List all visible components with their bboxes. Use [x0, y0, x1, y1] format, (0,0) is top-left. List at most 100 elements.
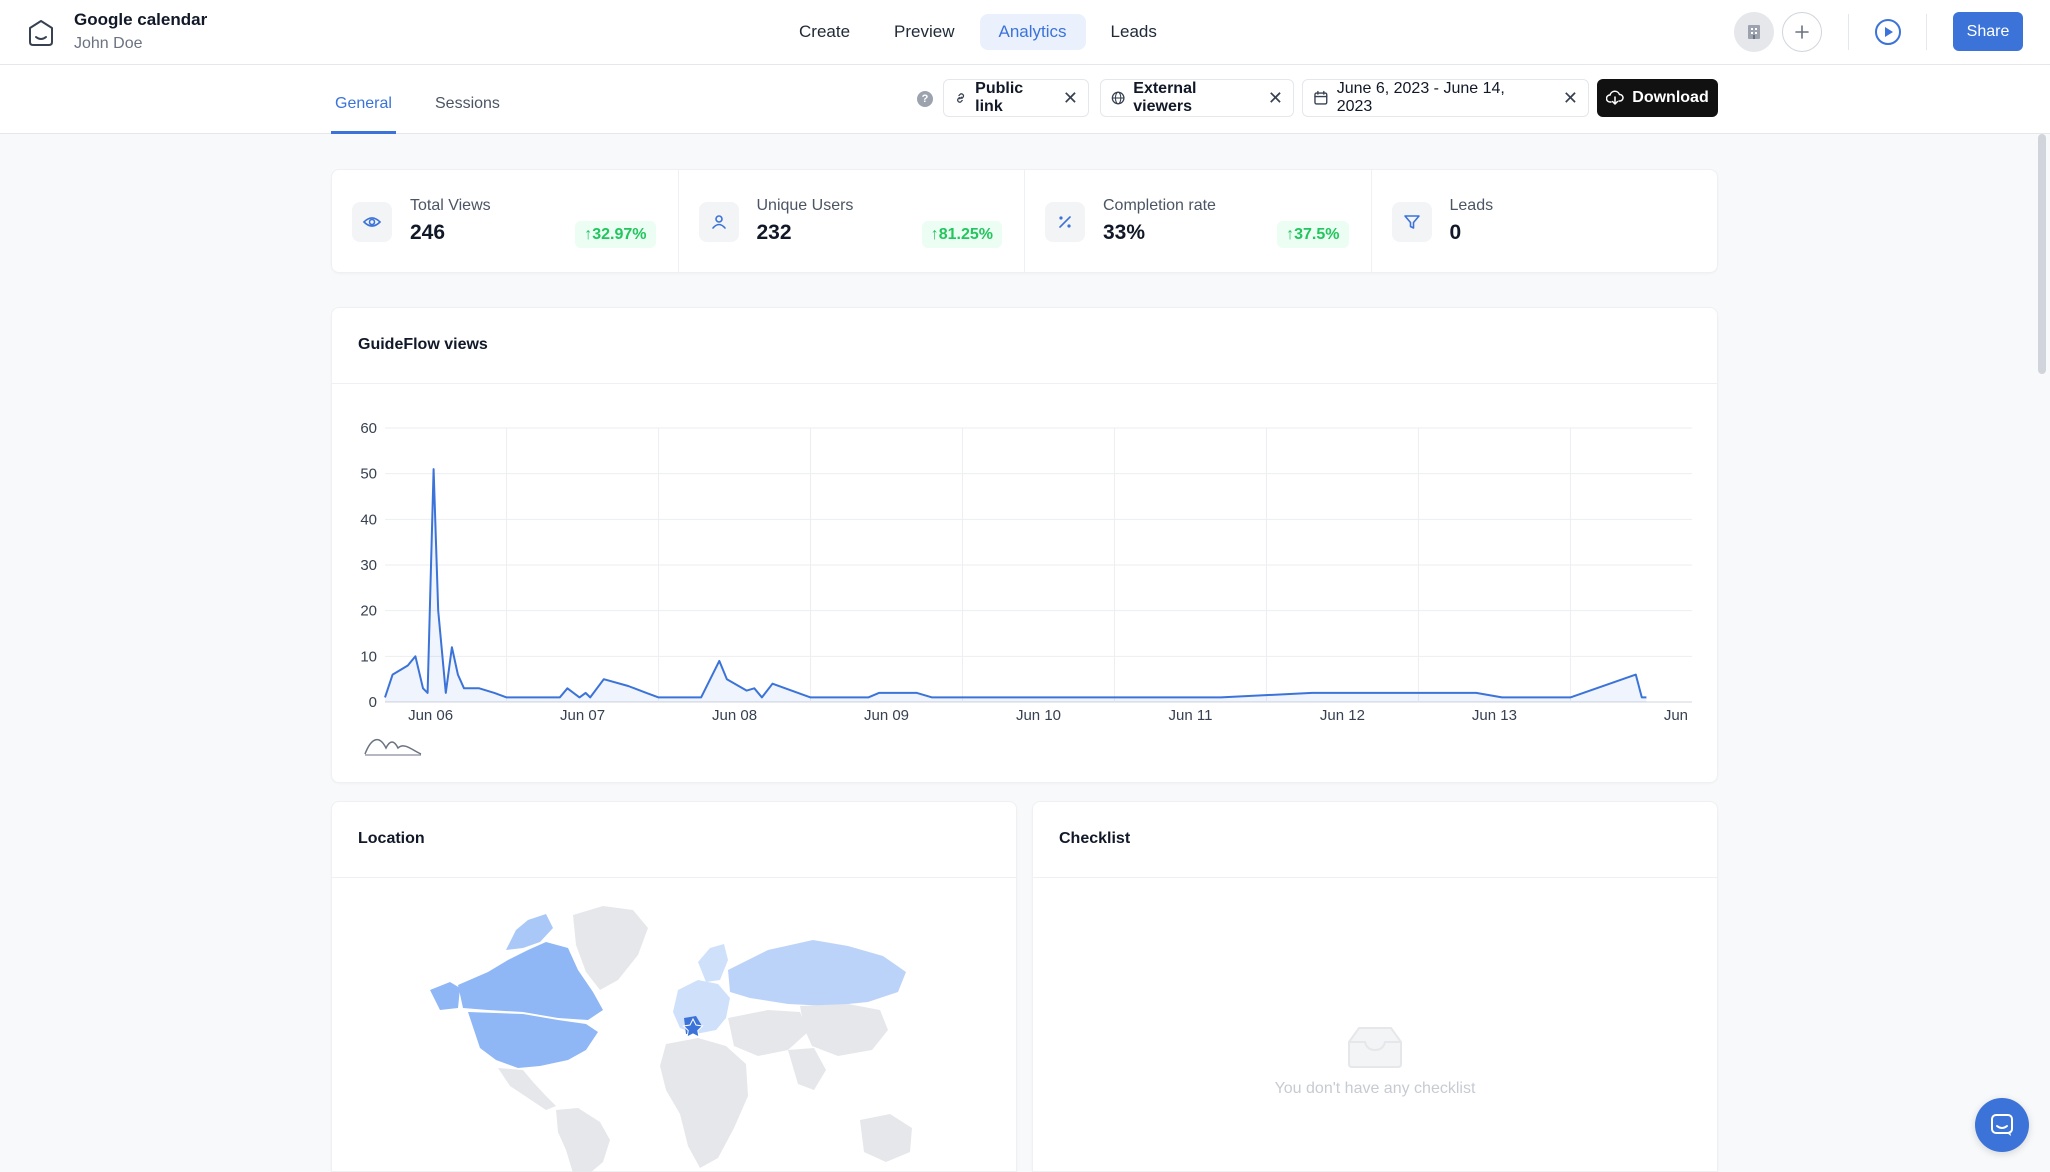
remove-date-range-icon[interactable]: ✕ — [1562, 87, 1578, 108]
active-tab-indicator — [331, 131, 396, 134]
play-button[interactable] — [1873, 17, 1903, 47]
views-line-chart[interactable]: 0 10 20 30 40 50 60 Jun 06 Jun 07 Jun 08 Jun 09 Jun… — [332, 308, 1719, 784]
eye-icon — [362, 217, 382, 227]
chart-brush-icon — [364, 739, 422, 755]
stat-label: Total Views — [410, 197, 491, 214]
map-region-usa — [468, 1012, 598, 1068]
stat-total-views: Total Views 246 ↑32.97% — [332, 170, 679, 272]
map-region-middle-east — [728, 1010, 808, 1056]
y-tick-label: 30 — [360, 557, 377, 574]
x-tick-label: Jun 12 — [1320, 707, 1365, 724]
stats-summary: Total Views 246 ↑32.97% Unique Users 232… — [331, 169, 1718, 273]
stat-change-badge: ↑32.97% — [575, 221, 656, 248]
chat-icon — [1991, 1114, 2013, 1136]
stat-change-badge: ↑37.5% — [1277, 221, 1349, 248]
link-icon — [957, 93, 965, 103]
public-link-filter[interactable]: Public link ✕ — [943, 79, 1089, 117]
download-label: Download — [1632, 89, 1709, 106]
stat-label: Leads — [1449, 197, 1494, 214]
map-region-arctic — [506, 914, 553, 950]
share-button[interactable]: Share — [1953, 12, 2023, 51]
plus-icon — [1795, 25, 1809, 39]
divider — [332, 877, 1016, 878]
map-region-africa — [660, 1038, 748, 1168]
map-region-canada — [458, 942, 603, 1020]
page-scrollbar[interactable] — [2038, 134, 2046, 374]
stat-label: Completion rate — [1103, 197, 1216, 214]
map-region-east-asia — [800, 1004, 888, 1056]
guide-title[interactable]: Google calendar — [74, 10, 208, 29]
checklist-card: Checklist You don't have any checklist — [1032, 801, 1718, 1172]
map-region-india — [788, 1048, 826, 1090]
public-link-label: Public link — [975, 80, 1024, 115]
play-icon — [1875, 19, 1901, 45]
stat-unique-users: Unique Users 232 ↑81.25% — [679, 170, 1025, 272]
y-tick-label: 50 — [360, 466, 377, 483]
map-region-south-america — [556, 1108, 610, 1172]
empty-checklist-text: You don't have any checklist — [1274, 1080, 1476, 1097]
nav-leads[interactable]: Leads — [1110, 22, 1157, 41]
main-nav: Create Preview Analytics Leads — [780, 14, 1176, 50]
arrow-up-icon: ↑ — [1286, 226, 1295, 243]
remove-public-link-icon[interactable]: ✕ — [1062, 87, 1078, 108]
y-tick-label: 40 — [360, 511, 377, 528]
stat-value: 232 — [756, 221, 792, 244]
nav-create[interactable]: Create — [799, 22, 851, 41]
world-map[interactable] — [428, 900, 922, 1172]
y-tick-label: 0 — [369, 694, 377, 711]
arrow-up-icon: ↑ — [930, 226, 939, 243]
tab-general[interactable]: General — [335, 95, 392, 112]
divider — [332, 383, 1717, 384]
funnel-icon — [1403, 215, 1420, 229]
analytics-toolbar: General Sessions ? Public link ✕ Externa… — [0, 65, 2050, 134]
location-card: Location — [331, 801, 1017, 1172]
map-region-greenland — [573, 906, 648, 990]
y-tick-label: 20 — [360, 603, 377, 620]
external-viewers-filter[interactable]: External viewers ✕ — [1100, 79, 1294, 117]
date-range-filter[interactable]: June 6, 2023 - June 14, 2023 ✕ — [1302, 79, 1589, 117]
remove-external-viewers-icon[interactable]: ✕ — [1267, 87, 1283, 108]
tab-sessions[interactable]: Sessions — [435, 95, 500, 112]
x-tick-label: Jun 06 — [408, 707, 453, 724]
x-tick-label: Jun 10 — [1016, 707, 1061, 724]
map-region-australia — [860, 1114, 912, 1162]
cloud-download-icon — [1606, 90, 1625, 105]
x-tick-label: Jun 09 — [864, 707, 909, 724]
stat-value: 33% — [1103, 221, 1146, 244]
x-tick-label: Jun 13 — [1472, 707, 1517, 724]
help-icon[interactable]: ? — [917, 91, 933, 107]
y-tick-label: 10 — [360, 648, 377, 665]
owner-name: John Doe — [74, 35, 143, 52]
stat-change-badge: ↑81.25% — [921, 221, 1002, 248]
nav-preview[interactable]: Preview — [894, 22, 955, 41]
map-region-russia — [728, 940, 906, 1006]
download-button[interactable]: Download — [1597, 79, 1718, 117]
workspace-avatar[interactable] — [1734, 12, 1774, 52]
card-title: Checklist — [1059, 830, 1131, 847]
stat-value: 246 — [410, 221, 446, 244]
series-line — [384, 468, 1647, 699]
divider — [1033, 877, 1717, 878]
percent-icon — [1059, 216, 1071, 228]
arrow-up-icon: ↑ — [584, 226, 593, 243]
external-viewers-label: External viewers — [1133, 80, 1197, 115]
stat-leads: Leads 0 — [1372, 170, 1718, 272]
star-icon — [682, 1017, 704, 1038]
card-title: GuideFlow views — [358, 336, 488, 353]
support-chat-button[interactable] — [1975, 1098, 2029, 1152]
map-region-scandinavia — [698, 944, 728, 982]
guideflow-views-card: GuideFlow views 0 10 20 30 40 50 60 Jun 06 Jun 0… — [331, 307, 1718, 783]
series-area — [385, 469, 1647, 702]
x-tick-label: Jun — [1664, 707, 1688, 724]
app-logo-icon[interactable] — [26, 18, 56, 48]
calendar-icon — [1314, 90, 1328, 105]
add-button[interactable] — [1782, 12, 1822, 52]
stat-value: 0 — [1449, 221, 1462, 244]
date-range-label: June 6, 2023 - June 14, 2023 — [1336, 80, 1505, 115]
stat-label: Unique Users — [756, 197, 854, 214]
x-tick-label: Jun 08 — [712, 707, 757, 724]
building-icon — [1748, 25, 1760, 39]
empty-inbox-icon — [1348, 1027, 1402, 1068]
x-tick-label: Jun 11 — [1169, 707, 1213, 724]
nav-analytics[interactable]: Analytics — [979, 14, 1086, 50]
